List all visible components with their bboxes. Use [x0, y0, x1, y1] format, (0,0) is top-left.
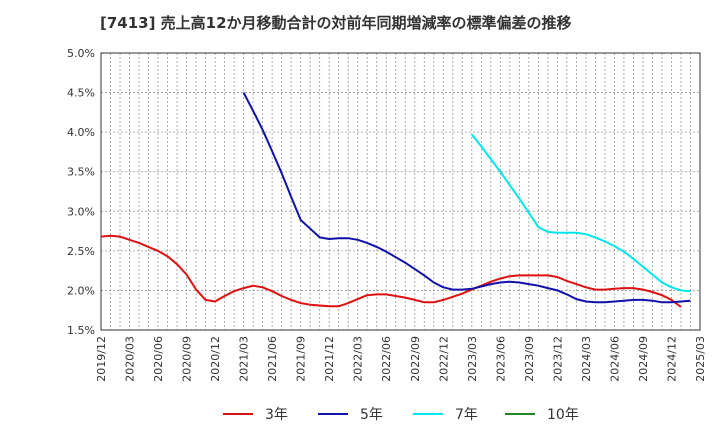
y-tick-label: 4.0%: [67, 126, 95, 139]
y-tick-label: 2.5%: [67, 245, 95, 258]
series-lines: [100, 92, 691, 308]
x-tick-label: 2021/09: [295, 336, 308, 382]
legend-label: 10年: [547, 407, 579, 423]
x-tick-label: 2023/12: [551, 336, 564, 382]
x-tick-label: 2023/06: [494, 336, 507, 382]
y-tick-label: 1.5%: [67, 324, 95, 337]
y-tick-label: 5.0%: [67, 47, 95, 60]
x-tick-label: 2020/06: [152, 336, 165, 382]
x-tick-label: 2022/12: [437, 336, 450, 382]
plot-frame: [100, 52, 701, 331]
x-tick-label: 2024/09: [637, 336, 650, 382]
y-tick-label: 3.5%: [67, 166, 95, 179]
axes: [100, 52, 701, 331]
x-tick-label: 2020/12: [209, 336, 222, 382]
series-line-7年: [471, 133, 691, 293]
x-tick-label: 2023/03: [466, 336, 479, 382]
chart-title: [7413] 売上高12か月移動合計の対前年同期増減率の標準偏差の推移: [100, 14, 572, 32]
y-tick-label: 3.0%: [67, 205, 95, 218]
legend-label: 7年: [455, 407, 478, 423]
x-tick-label: 2021/03: [238, 336, 251, 382]
x-tick-label: 2024/03: [580, 336, 593, 382]
y-tick-label: 2.0%: [67, 284, 95, 297]
series-line-5年: [242, 92, 691, 304]
x-tick-label: 2024/06: [608, 336, 621, 382]
x-tick-label: 2024/12: [665, 336, 678, 382]
x-tick-label: 2023/09: [523, 336, 536, 382]
legend-label: 3年: [265, 407, 288, 423]
y-axis-ticks: 1.5% 2.0% 2.5% 3.0% 3.5% 4.0% 4.5% 5.0%: [67, 47, 95, 337]
x-tick-label: 2019/12: [95, 336, 108, 382]
legend: 3年 5年 7年 10年: [223, 407, 579, 423]
x-tick-label: 2020/03: [124, 336, 137, 382]
x-axis-ticks: 2019/12 2020/03 2020/06 2020/09 2020/12 2021/…: [95, 336, 707, 382]
x-tick-label: 2021/12: [323, 336, 336, 382]
x-tick-label: 2021/06: [266, 336, 279, 382]
x-tick-label: 2022/09: [409, 336, 422, 382]
series-line-3年: [100, 234, 682, 308]
x-tick-label: 2020/09: [181, 336, 194, 382]
y-tick-label: 4.5%: [67, 87, 95, 100]
legend-label: 5年: [360, 407, 383, 423]
x-tick-label: 2022/06: [380, 336, 393, 382]
x-tick-label: 2022/03: [352, 336, 365, 382]
x-tick-label: 2025/03: [694, 336, 707, 382]
